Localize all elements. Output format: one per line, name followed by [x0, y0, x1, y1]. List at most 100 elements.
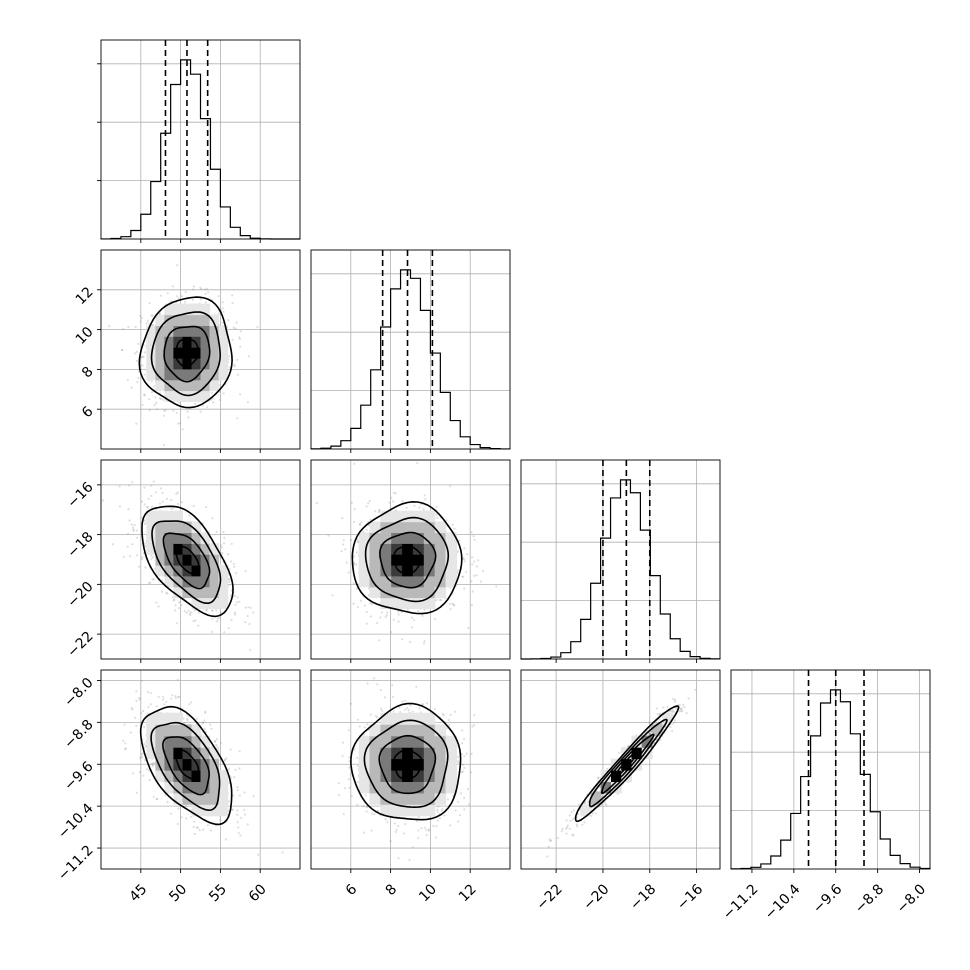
- density-cell: [209, 575, 220, 588]
- sample-point: [371, 812, 374, 815]
- panel-2-2: [520, 459, 721, 663]
- sample-point: [155, 601, 158, 604]
- sample-point: [423, 826, 426, 829]
- density-cell: [209, 543, 220, 555]
- x-tick-label: 50: [166, 881, 190, 905]
- sample-point: [379, 707, 383, 710]
- sample-point: [465, 752, 468, 755]
- x-tick-label: 6: [343, 881, 361, 899]
- sample-point: [425, 828, 428, 831]
- sample-point: [244, 570, 247, 573]
- panel-frame: [310, 249, 511, 450]
- sample-point: [143, 743, 146, 746]
- sample-point: [379, 616, 382, 619]
- sample-point: [143, 373, 146, 376]
- sample-point: [390, 631, 393, 634]
- sample-point: [222, 310, 225, 313]
- density-cell: [209, 336, 220, 348]
- sample-point: [192, 285, 196, 288]
- density-cell: [200, 357, 211, 370]
- sample-point: [169, 812, 173, 815]
- sample-point: [135, 350, 138, 353]
- sample-point: [206, 824, 209, 827]
- sample-point: [457, 820, 460, 823]
- sample-point: [151, 314, 154, 317]
- sample-point: [239, 345, 242, 348]
- sample-point: [135, 422, 138, 425]
- sample-point: [174, 609, 177, 612]
- sample-point: [473, 714, 476, 717]
- sample-point: [401, 638, 404, 641]
- density-cell: [200, 586, 211, 599]
- sample-point: [236, 373, 240, 376]
- density-cell: [200, 347, 211, 359]
- sample-point: [157, 605, 160, 608]
- sample-point: [471, 590, 474, 593]
- sample-point: [148, 302, 151, 305]
- sample-point: [177, 297, 180, 300]
- sample-point: [233, 594, 236, 598]
- sample-point: [365, 528, 368, 532]
- sample-point: [176, 295, 179, 298]
- sample-point: [442, 714, 445, 717]
- sample-point: [206, 405, 209, 408]
- sample-point: [188, 612, 191, 615]
- sample-point: [222, 392, 225, 395]
- sample-point: [461, 729, 464, 732]
- sample-point: [151, 764, 154, 768]
- sample-point: [397, 613, 400, 616]
- sample-point: [231, 338, 234, 341]
- sample-point: [228, 580, 231, 583]
- sample-point: [229, 748, 232, 751]
- panel-0-0: [97, 39, 301, 243]
- sample-point: [392, 710, 395, 713]
- sample-point: [435, 513, 438, 516]
- sample-point: [118, 485, 121, 488]
- density-cell: [191, 368, 202, 381]
- sample-point: [395, 828, 398, 831]
- histogram-1: [310, 269, 511, 450]
- sample-point: [465, 570, 468, 573]
- sample-point: [170, 498, 173, 502]
- sample-point: [345, 561, 348, 564]
- sample-point: [172, 506, 175, 509]
- density-cell: [200, 390, 211, 402]
- density-cell: [191, 575, 202, 588]
- density-cell: [191, 597, 202, 609]
- sample-point: [179, 422, 182, 425]
- sample-point: [243, 791, 246, 794]
- sample-point: [218, 818, 222, 822]
- sample-point: [348, 786, 351, 789]
- sample-point: [244, 621, 247, 624]
- sample-point: [352, 582, 355, 585]
- sample-point: [473, 538, 476, 542]
- sample-point: [174, 697, 177, 700]
- density-cell: [146, 357, 156, 370]
- sample-point: [118, 505, 121, 508]
- sample-point: [337, 794, 341, 797]
- sample-point: [358, 725, 361, 728]
- density-cell: [173, 357, 183, 370]
- density-cell: [402, 758, 414, 771]
- sample-point: [152, 480, 155, 483]
- sample-point: [126, 533, 130, 536]
- sample-point: [165, 591, 168, 594]
- sample-point: [234, 768, 237, 771]
- sample-point: [473, 574, 476, 578]
- density-cell: [423, 747, 436, 760]
- density-cell: [155, 521, 165, 533]
- sample-point: [281, 851, 284, 854]
- sample-point: [146, 690, 149, 694]
- sample-point: [238, 750, 241, 753]
- sample-point: [176, 264, 179, 267]
- sample-point: [257, 853, 260, 856]
- density-cell: [209, 379, 220, 392]
- sample-point: [228, 354, 231, 358]
- sample-point: [176, 678, 179, 681]
- sample-point: [185, 611, 188, 615]
- sample-point: [169, 300, 172, 303]
- sample-point: [401, 499, 404, 503]
- sample-point: [406, 608, 409, 612]
- sample-point: [138, 771, 142, 774]
- sample-point: [234, 327, 237, 330]
